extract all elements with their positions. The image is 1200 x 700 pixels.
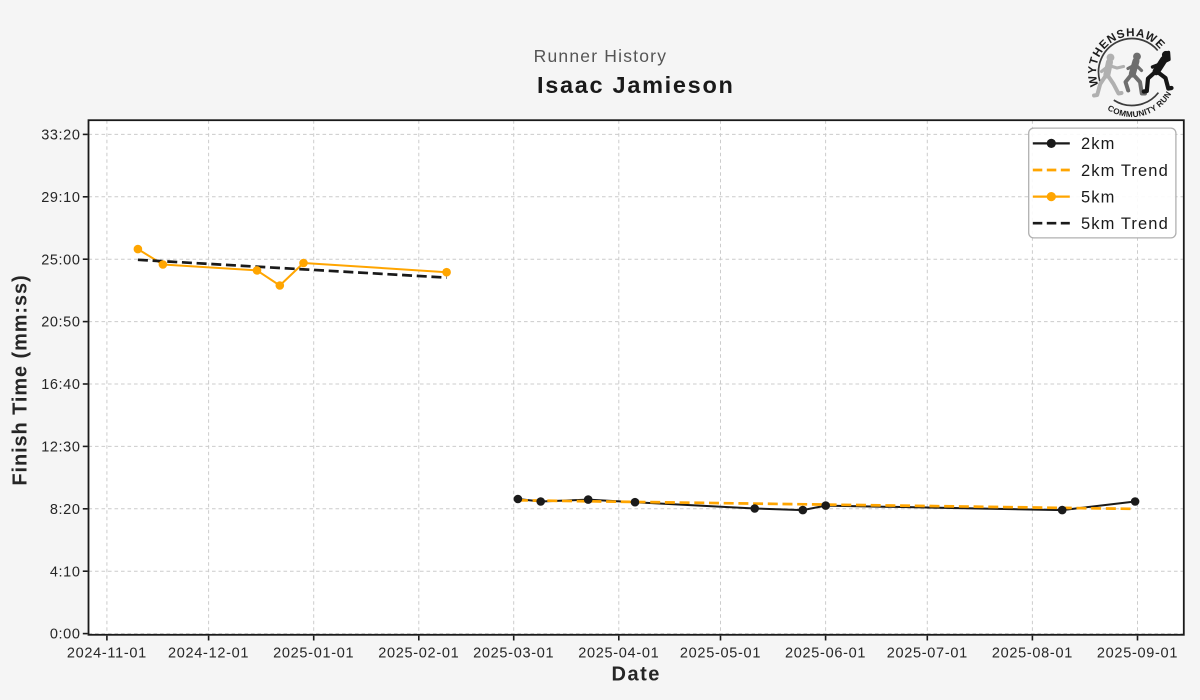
svg-text:20:50: 20:50 bbox=[41, 315, 80, 331]
svg-text:2025-01-01: 2025-01-01 bbox=[273, 646, 354, 662]
svg-text:2025-07-01: 2025-07-01 bbox=[887, 646, 968, 662]
svg-text:2025-05-01: 2025-05-01 bbox=[680, 646, 761, 662]
svg-text:8:20: 8:20 bbox=[50, 502, 81, 518]
svg-text:2025-03-01: 2025-03-01 bbox=[473, 646, 554, 662]
svg-text:16:40: 16:40 bbox=[41, 377, 80, 393]
svg-text:2025-04-01: 2025-04-01 bbox=[578, 646, 659, 662]
svg-text:33:20: 33:20 bbox=[41, 128, 80, 144]
svg-text:2km Trend: 2km Trend bbox=[1081, 162, 1169, 180]
svg-text:Date: Date bbox=[612, 664, 661, 686]
svg-text:5km Trend: 5km Trend bbox=[1081, 215, 1169, 233]
svg-text:25:00: 25:00 bbox=[41, 252, 80, 268]
svg-text:2025-06-01: 2025-06-01 bbox=[785, 646, 866, 662]
svg-text:2025-09-01: 2025-09-01 bbox=[1097, 646, 1178, 662]
svg-text:29:10: 29:10 bbox=[41, 190, 80, 206]
svg-text:2024-11-01: 2024-11-01 bbox=[67, 646, 147, 662]
svg-text:5km: 5km bbox=[1081, 188, 1115, 206]
svg-text:Runner History: Runner History bbox=[534, 46, 668, 66]
svg-text:4:10: 4:10 bbox=[50, 564, 81, 580]
svg-text:2km: 2km bbox=[1081, 135, 1115, 153]
svg-text:2025-02-01: 2025-02-01 bbox=[378, 646, 459, 662]
svg-text:2024-12-01: 2024-12-01 bbox=[168, 646, 249, 662]
svg-text:Finish Time (mm:ss): Finish Time (mm:ss) bbox=[10, 274, 32, 485]
svg-text:2025-08-01: 2025-08-01 bbox=[992, 646, 1073, 662]
svg-text:0:00: 0:00 bbox=[50, 627, 81, 643]
svg-text:Isaac Jamieson: Isaac Jamieson bbox=[537, 72, 735, 98]
svg-text:12:30: 12:30 bbox=[41, 440, 80, 456]
